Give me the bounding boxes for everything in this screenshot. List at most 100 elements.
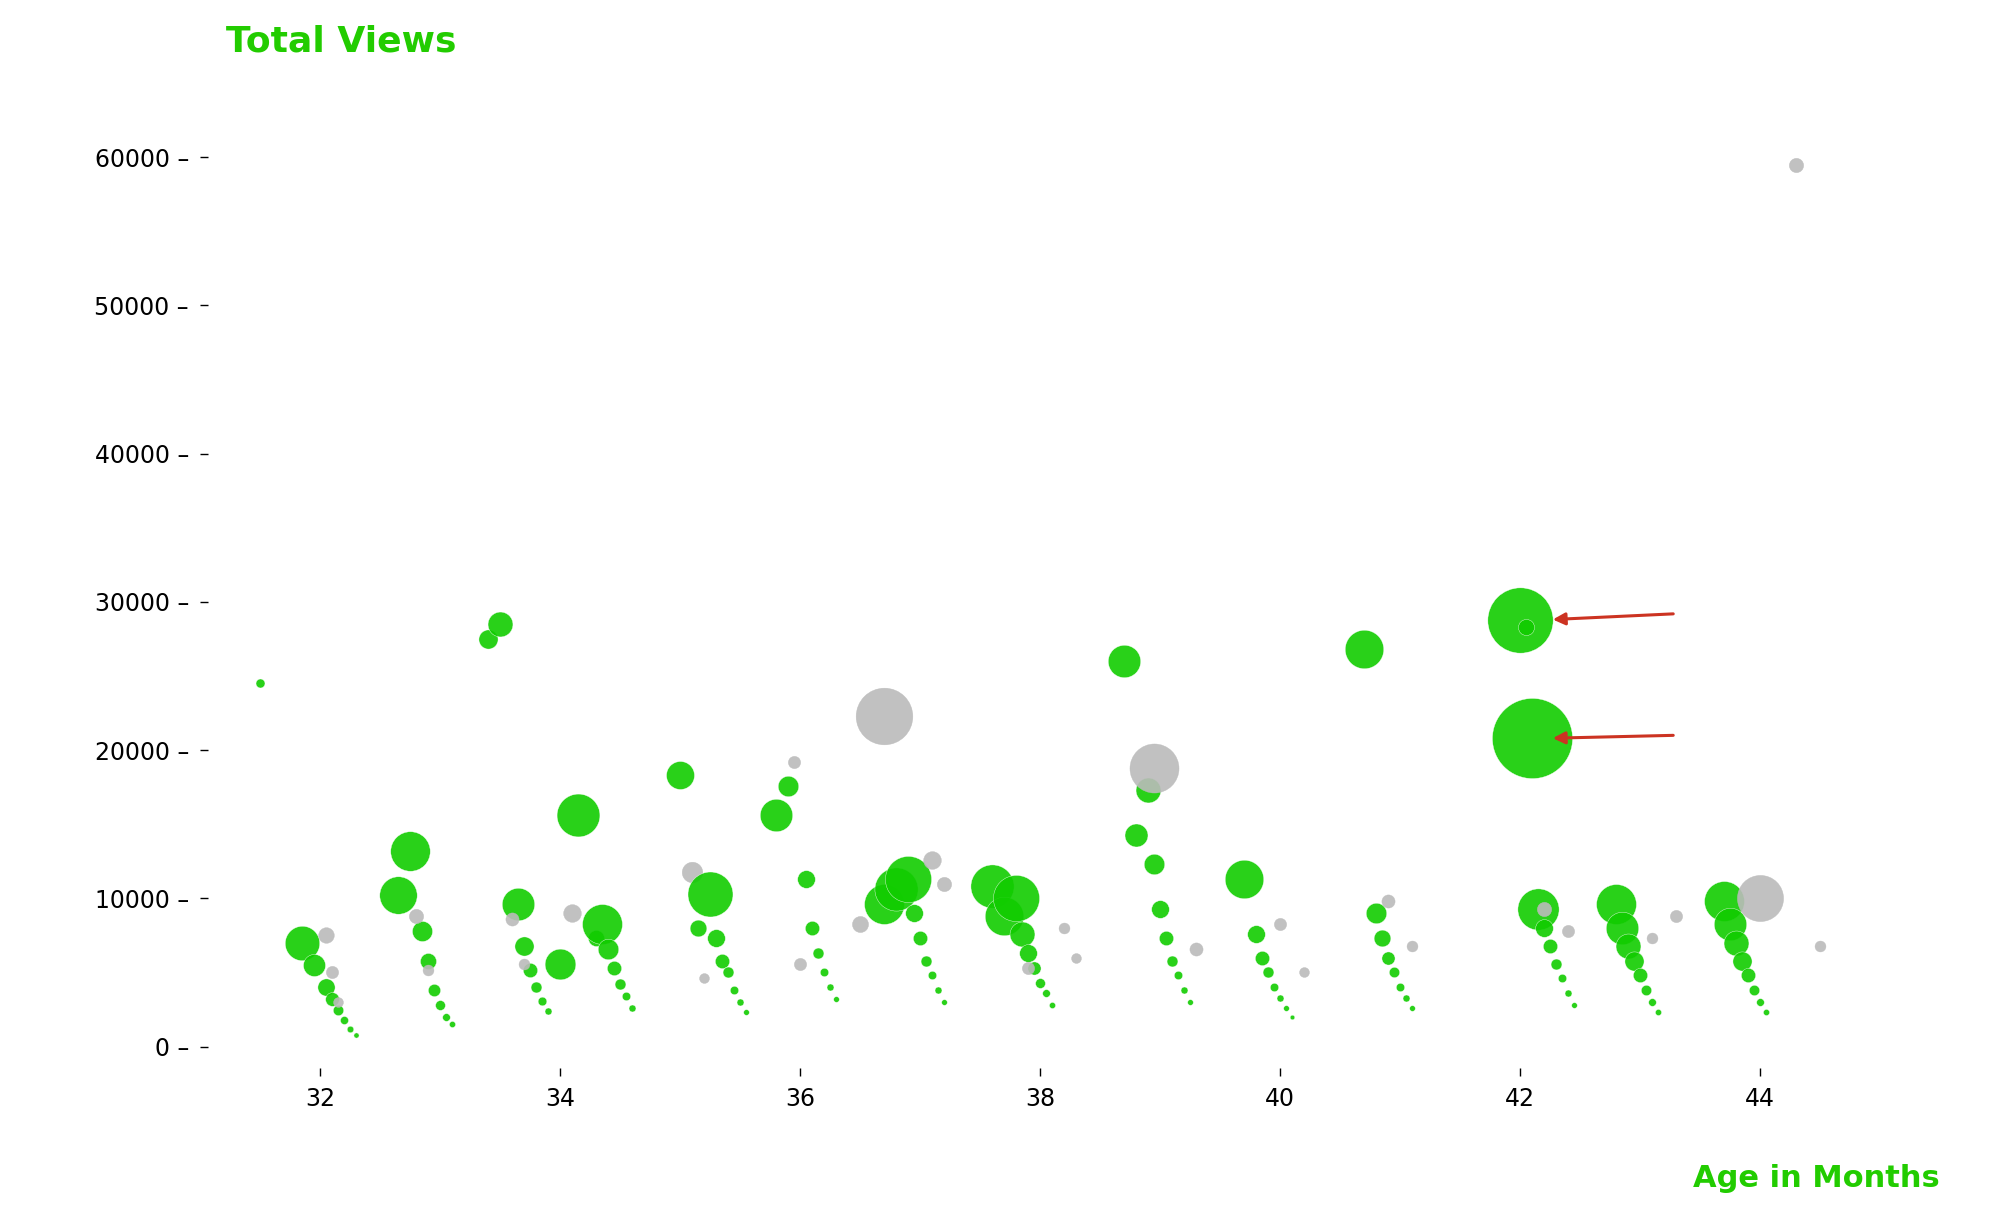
Point — [508, 954, 540, 974]
Point — [892, 870, 924, 889]
Point — [928, 873, 960, 893]
Point — [820, 989, 852, 1009]
Point — [1000, 889, 1032, 909]
Point — [496, 910, 528, 929]
Point — [1738, 981, 1770, 1000]
Point — [916, 966, 948, 986]
Point — [868, 894, 900, 914]
Point — [1732, 966, 1764, 986]
Point — [430, 1008, 462, 1027]
Point — [1618, 950, 1650, 970]
Point — [1180, 939, 1212, 959]
Point — [718, 981, 750, 1000]
Point — [928, 992, 960, 1011]
Point — [424, 996, 456, 1015]
Point — [1624, 966, 1656, 986]
Point — [334, 1019, 366, 1038]
Point — [394, 841, 426, 861]
Point — [1522, 899, 1554, 918]
Point — [706, 950, 738, 970]
Point — [1138, 758, 1170, 778]
Point — [328, 1010, 360, 1030]
Point — [1660, 906, 1692, 926]
Point — [1012, 943, 1044, 963]
Text: Total Views: Total Views — [226, 24, 456, 59]
Point — [1276, 1008, 1308, 1027]
Point — [1540, 954, 1572, 974]
Point — [1552, 983, 1584, 1003]
Point — [556, 904, 588, 923]
Point — [544, 954, 576, 974]
Point — [412, 950, 444, 970]
Point — [1036, 996, 1068, 1015]
Point — [1606, 918, 1638, 938]
Text: Age in Months: Age in Months — [1694, 1164, 1940, 1194]
Point — [1006, 925, 1038, 944]
Point — [898, 904, 930, 923]
Point — [880, 879, 912, 899]
Point — [514, 960, 546, 980]
Point — [1162, 966, 1194, 986]
Point — [1252, 963, 1284, 982]
Point — [580, 928, 612, 948]
Point — [1720, 933, 1752, 953]
Point — [916, 850, 948, 870]
Point — [1366, 928, 1398, 948]
Point — [802, 943, 834, 963]
Point — [688, 969, 720, 988]
Point — [316, 963, 348, 982]
Point — [976, 877, 1008, 896]
Point — [1288, 963, 1320, 982]
Point — [1018, 959, 1050, 978]
Point — [1246, 948, 1278, 967]
Point — [730, 1003, 762, 1022]
Point — [502, 894, 534, 914]
Point — [904, 928, 936, 948]
Point — [1642, 1003, 1674, 1022]
Point — [1012, 959, 1044, 978]
Point — [1552, 921, 1584, 940]
Point — [472, 629, 504, 648]
Point — [1744, 889, 1776, 909]
Point — [1390, 988, 1422, 1008]
Point — [244, 674, 276, 693]
Point — [1138, 855, 1170, 874]
Point — [922, 981, 954, 1000]
Point — [310, 977, 342, 997]
Point — [1396, 936, 1428, 955]
Point — [814, 977, 846, 997]
Point — [676, 862, 708, 882]
Point — [1060, 948, 1092, 967]
Point — [1726, 950, 1758, 970]
Point — [844, 914, 876, 933]
Point — [406, 921, 438, 940]
Point — [322, 992, 354, 1011]
Point — [1528, 918, 1560, 938]
Point — [724, 992, 756, 1011]
Point — [1636, 928, 1668, 948]
Point — [1372, 948, 1404, 967]
Point — [1378, 963, 1410, 982]
Point — [508, 936, 540, 955]
Point — [1258, 977, 1290, 997]
Point — [1264, 914, 1296, 933]
Point — [1612, 936, 1644, 955]
Point — [760, 806, 792, 826]
Point — [1558, 996, 1590, 1015]
Point — [520, 977, 552, 997]
Point — [1228, 870, 1260, 889]
Point — [694, 884, 726, 904]
Point — [418, 981, 450, 1000]
Point — [1528, 899, 1560, 918]
Point — [1600, 894, 1632, 914]
Point — [526, 991, 558, 1010]
Point — [340, 1025, 372, 1044]
Point — [298, 955, 330, 975]
Point — [1108, 652, 1140, 671]
Point — [1384, 977, 1416, 997]
Point — [772, 775, 804, 795]
Point — [1048, 918, 1080, 938]
Point — [484, 614, 516, 634]
Point — [1744, 992, 1776, 1011]
Point — [988, 906, 1020, 926]
